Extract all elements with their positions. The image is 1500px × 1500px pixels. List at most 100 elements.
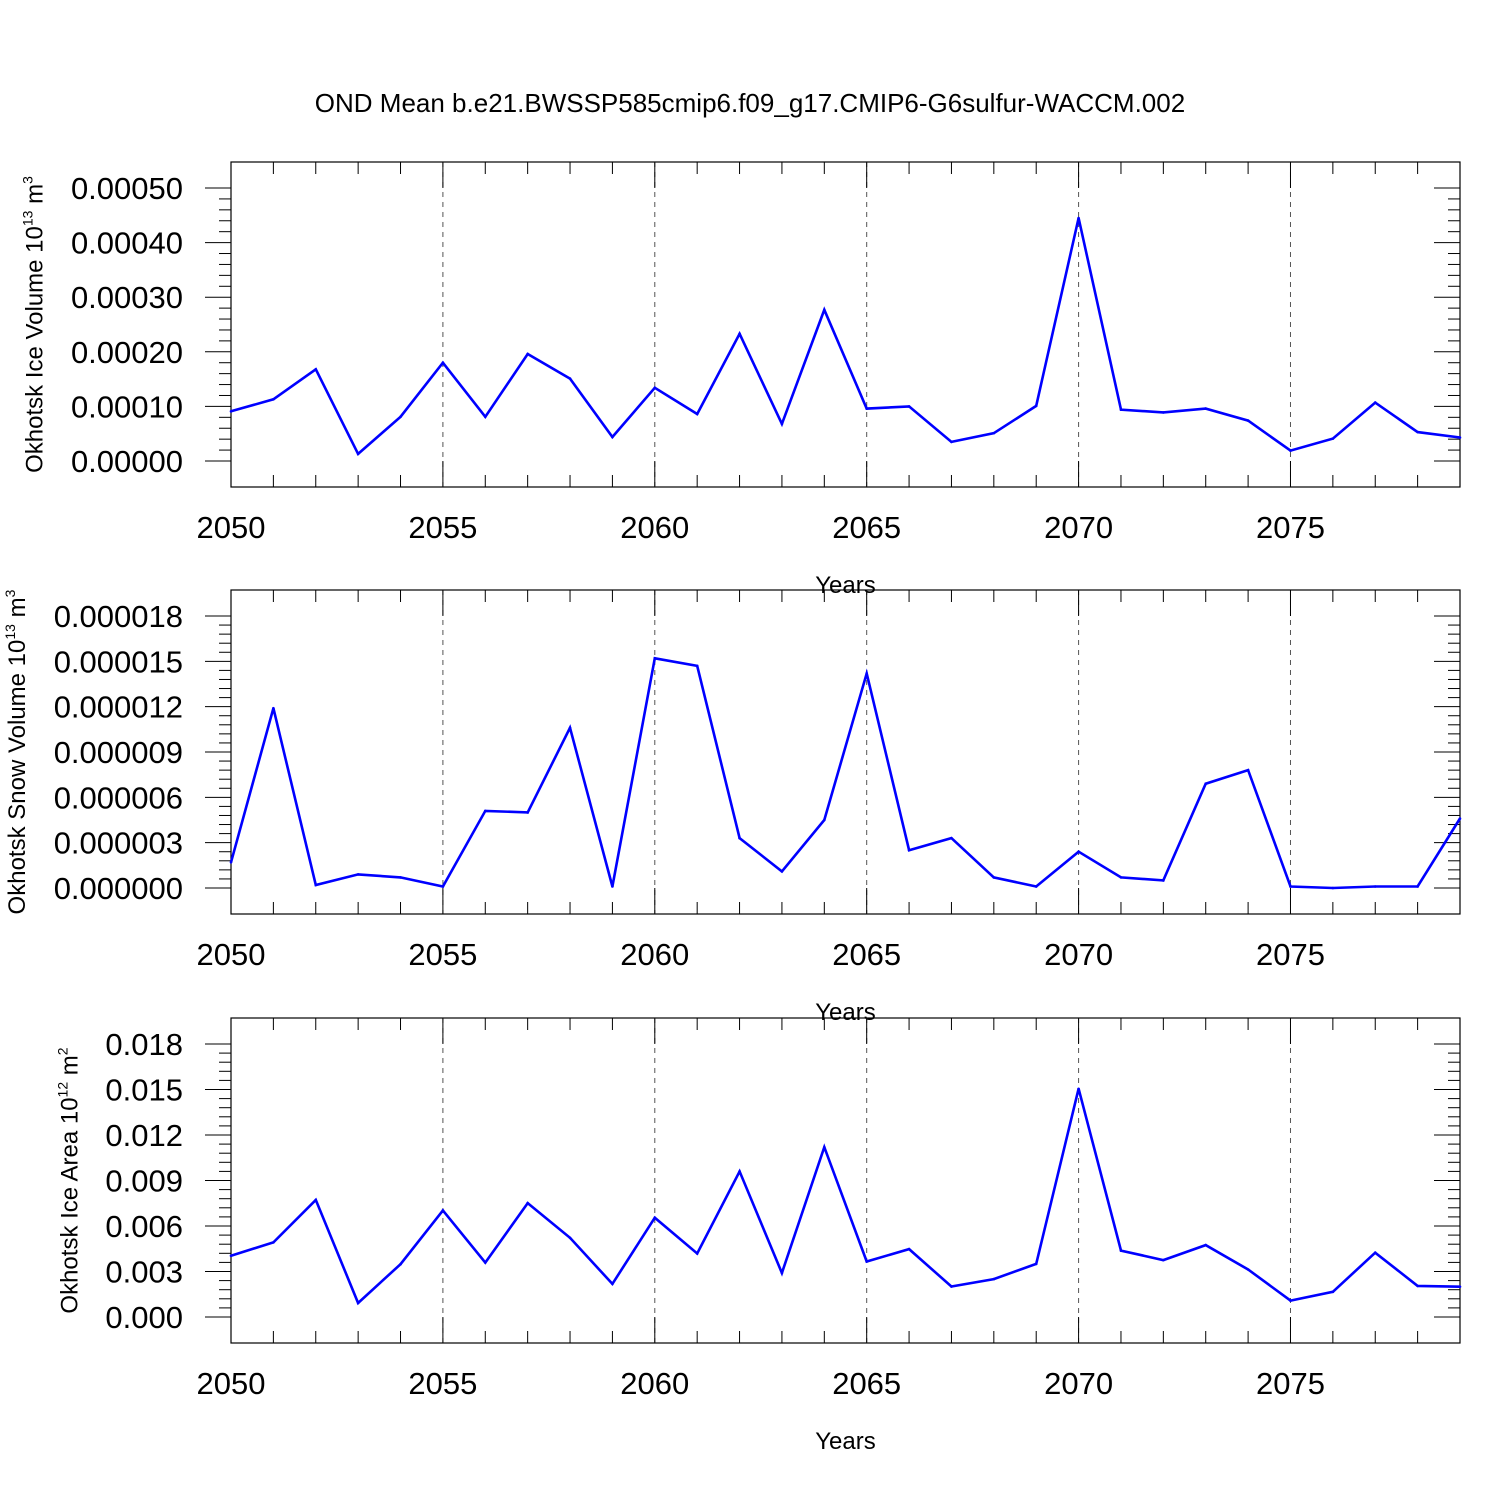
plot-frame	[230, 161, 1461, 488]
ice-area-data-point	[611, 1282, 614, 1286]
snow-volume-data-point	[992, 876, 996, 879]
ice-volume-data-point	[1373, 401, 1377, 404]
ice-area-data-point	[1204, 1243, 1208, 1247]
snow-volume-data-point	[823, 818, 826, 822]
figure-title: OND Mean b.e21.BWSSP585cmip6.f09_g17.CMI…	[315, 88, 1185, 118]
ice-area-data-point	[272, 1241, 275, 1244]
y-axis-title-superscript: 13	[20, 210, 36, 226]
x-tick-label: 2070	[1044, 510, 1113, 545]
ice-volume-data-point	[1162, 411, 1165, 414]
ice-area-data-point	[441, 1209, 445, 1212]
y-axis-title-part: m	[57, 1055, 84, 1082]
y-tick-label: 0.00000	[71, 444, 183, 479]
y-tick-label: 0.00030	[71, 280, 183, 315]
y-tick-label: 0.000	[105, 1300, 183, 1335]
ice-area-data-point	[356, 1301, 360, 1305]
ice-area-data-point	[1034, 1262, 1038, 1266]
ice-volume-data-point	[1034, 404, 1038, 408]
snow-volume-data-point	[1416, 885, 1419, 888]
y-tick-label: 0.00050	[71, 171, 183, 206]
snow-volume-data-point	[526, 811, 529, 814]
y-axis-title: Okhotsk Snow Volume 1013 m3	[2, 589, 31, 914]
ice-area-data-point	[1162, 1258, 1165, 1262]
y-axis-title: Okhotsk Ice Volume 1013 m3	[20, 176, 49, 473]
ice-volume-data-point	[738, 332, 741, 336]
ice-area-data-point	[992, 1277, 996, 1281]
snow-volume-data-point	[1204, 782, 1208, 786]
snow-volume-data-point	[1162, 879, 1165, 882]
ice-volume-data-point	[780, 422, 784, 426]
snow-volume-data-point	[483, 809, 487, 813]
y-axis-title-part: Okhotsk Ice Area 10	[57, 1097, 84, 1313]
plot-frame	[230, 1017, 1461, 1344]
ice-volume-panel: 2050 2055 2060 2065 2070 2075 0.00000 0.00010 0.…	[20, 161, 1462, 599]
y-axis-title: Okhotsk Ice Area 1012 m2	[55, 1047, 84, 1313]
ice-volume-data-point	[1458, 436, 1462, 439]
snow-volume-data-point	[865, 672, 868, 675]
snow-volume-data-point	[568, 726, 572, 730]
ice-volume-data-point	[399, 415, 402, 419]
x-axis-title: Years	[815, 999, 876, 1026]
x-tick-label: 2065	[832, 1366, 901, 1401]
y-tick-label: 0.000000	[54, 871, 183, 906]
snow-volume-data-point	[1034, 885, 1038, 888]
y-tick-label: 0.000018	[54, 599, 183, 634]
y-axis-title-part: m	[22, 184, 49, 211]
snow-volume-data-point	[1458, 817, 1462, 820]
ice-volume-data-point	[1119, 408, 1123, 411]
ice-volume-data-point	[907, 405, 911, 408]
snow-volume-data-point	[272, 706, 275, 710]
y-tick-label: 0.000006	[54, 780, 183, 815]
y-tick-label: 0.000003	[54, 826, 183, 861]
y-tick-label: 0.006	[105, 1209, 183, 1244]
ice-volume-data-point	[992, 431, 996, 435]
y-axis-title-superscript: 3	[20, 176, 36, 184]
snow-volume-data-point	[1119, 876, 1123, 879]
snow-volume-data-point	[653, 657, 657, 660]
ice-volume-data-point	[695, 412, 699, 416]
ice-volume-data-point	[568, 377, 572, 380]
ice-volume-data-point	[229, 410, 233, 413]
ice-volume-data-point	[1077, 216, 1080, 220]
snow-volume-data-point	[399, 876, 402, 879]
ice-area-series-line	[230, 1088, 1461, 1306]
snow-volume-data-point	[780, 870, 784, 873]
x-tick-label: 2075	[1256, 510, 1325, 545]
snow-volume-data-point	[314, 883, 318, 887]
x-tick-label: 2055	[408, 1366, 477, 1401]
x-tick-label: 2065	[832, 510, 901, 545]
ice-volume-data-point	[1289, 449, 1292, 452]
x-tick-label: 2050	[197, 510, 266, 545]
ice-area-data-point	[738, 1170, 741, 1173]
x-tick-label: 2055	[408, 937, 477, 972]
x-tick-label: 2050	[197, 937, 266, 972]
ice-volume-data-point	[823, 308, 826, 312]
snow-volume-data-point	[611, 885, 614, 888]
ice-area-data-point	[780, 1271, 784, 1275]
ice-volume-data-point	[950, 440, 953, 444]
y-axis-title-superscript: 13	[2, 624, 18, 640]
ice-area-data-point	[1416, 1284, 1419, 1288]
y-axis-title-superscript: 2	[55, 1047, 71, 1055]
x-tick-label: 2075	[1256, 937, 1325, 972]
ice-area-data-point	[865, 1260, 868, 1263]
snow-volume-data-point	[229, 861, 233, 864]
x-tick-label: 2050	[197, 1366, 266, 1401]
snow-volume-data-point	[441, 885, 445, 888]
ice-volume-data-point	[356, 452, 360, 456]
y-axis-title-part: Okhotsk Ice Volume 10	[22, 226, 49, 473]
snow-volume-data-point	[695, 664, 699, 668]
ice-area-data-point	[823, 1145, 826, 1149]
snow-volume-data-point	[1289, 885, 1292, 888]
ice-volume-data-point	[611, 435, 614, 439]
x-tick-label: 2075	[1256, 1366, 1325, 1401]
ice-volume-data-point	[1204, 407, 1208, 410]
ice-area-data-point	[1077, 1087, 1080, 1091]
x-axis-title: Years	[815, 1428, 876, 1455]
ice-area-data-point	[568, 1236, 572, 1240]
snow-volume-data-point	[738, 836, 741, 840]
ice-volume-data-point	[314, 367, 318, 371]
ice-volume-data-point	[653, 386, 657, 390]
ice-area-data-point	[695, 1252, 699, 1255]
y-tick-label: 0.00020	[71, 335, 183, 370]
